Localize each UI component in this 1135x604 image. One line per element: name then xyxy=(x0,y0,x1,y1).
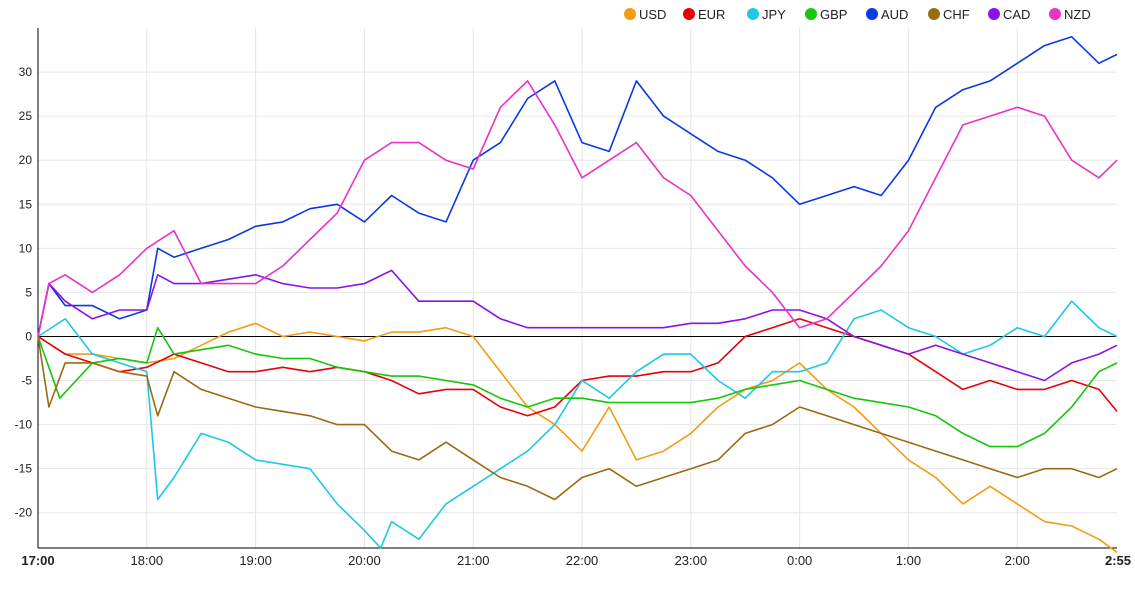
legend-label: AUD xyxy=(881,7,908,22)
legend-swatch xyxy=(866,8,878,20)
x-tick-label: 2:55 xyxy=(1105,553,1131,568)
y-tick-label: 0 xyxy=(25,329,32,343)
x-tick-label: 17:00 xyxy=(21,553,54,568)
y-tick-label: -5 xyxy=(21,374,32,388)
series-line-nzd[interactable] xyxy=(37,80,1118,337)
legend-swatch xyxy=(928,8,940,20)
y-tick-label: 25 xyxy=(19,109,33,123)
legend-label: NZD xyxy=(1064,7,1091,22)
legend-item-jpy[interactable]: JPY xyxy=(747,7,786,22)
legend-item-nzd[interactable]: NZD xyxy=(1049,7,1091,22)
series-line-chf[interactable] xyxy=(37,336,1118,501)
legend-label: GBP xyxy=(820,7,847,22)
series-line-gbp[interactable] xyxy=(37,326,1118,448)
y-tick-label: 15 xyxy=(19,197,33,211)
legend-item-gbp[interactable]: GBP xyxy=(805,7,847,22)
legend-item-chf[interactable]: CHF xyxy=(928,7,970,22)
y-tick-label: -10 xyxy=(15,418,33,432)
legend-swatch xyxy=(988,8,1000,20)
grid-lines xyxy=(38,28,1117,548)
legend-item-aud[interactable]: AUD xyxy=(866,7,908,22)
x-tick-label: 2:00 xyxy=(1005,553,1030,568)
x-tick-label: 0:00 xyxy=(787,553,812,568)
legend-swatch xyxy=(683,8,695,20)
y-tick-label: -15 xyxy=(15,462,33,476)
legend-swatch xyxy=(624,8,636,20)
legend-swatch xyxy=(747,8,759,20)
legend-label: CHF xyxy=(943,7,970,22)
series-line-usd[interactable] xyxy=(37,322,1118,554)
series-line-jpy[interactable] xyxy=(37,300,1118,549)
x-tick-label: 22:00 xyxy=(566,553,599,568)
x-tick-label: 21:00 xyxy=(457,553,490,568)
x-tick-label: 18:00 xyxy=(131,553,164,568)
legend-swatch xyxy=(805,8,817,20)
y-tick-label: 10 xyxy=(19,241,33,255)
legend-item-eur[interactable]: EUR xyxy=(683,7,725,22)
x-tick-label: 20:00 xyxy=(348,553,381,568)
axes: 30 25 20 15 10 5 0 -5 -10 -15 -20 17:00 18:00 19:00 20… xyxy=(15,28,1131,568)
series-line-eur[interactable] xyxy=(37,318,1118,417)
legend-item-cad[interactable]: CAD xyxy=(988,7,1030,22)
series-line-cad[interactable] xyxy=(37,269,1118,382)
legend: USD EUR JPY GBP AUD CHF CAD NZD xyxy=(624,7,1091,22)
x-tick-label: 23:00 xyxy=(675,553,708,568)
y-tick-label: 30 xyxy=(19,65,33,79)
y-tick-label: 20 xyxy=(19,153,33,167)
series-lines xyxy=(37,36,1118,554)
y-tick-label: 5 xyxy=(25,285,32,299)
legend-label: EUR xyxy=(698,7,725,22)
series-line-aud[interactable] xyxy=(37,36,1118,337)
y-tick-label: -20 xyxy=(15,506,33,520)
x-tick-label: 1:00 xyxy=(896,553,921,568)
legend-item-usd[interactable]: USD xyxy=(624,7,666,22)
legend-label: CAD xyxy=(1003,7,1030,22)
x-tick-label: 19:00 xyxy=(239,553,272,568)
legend-label: JPY xyxy=(762,7,786,22)
legend-label: USD xyxy=(639,7,666,22)
legend-swatch xyxy=(1049,8,1061,20)
